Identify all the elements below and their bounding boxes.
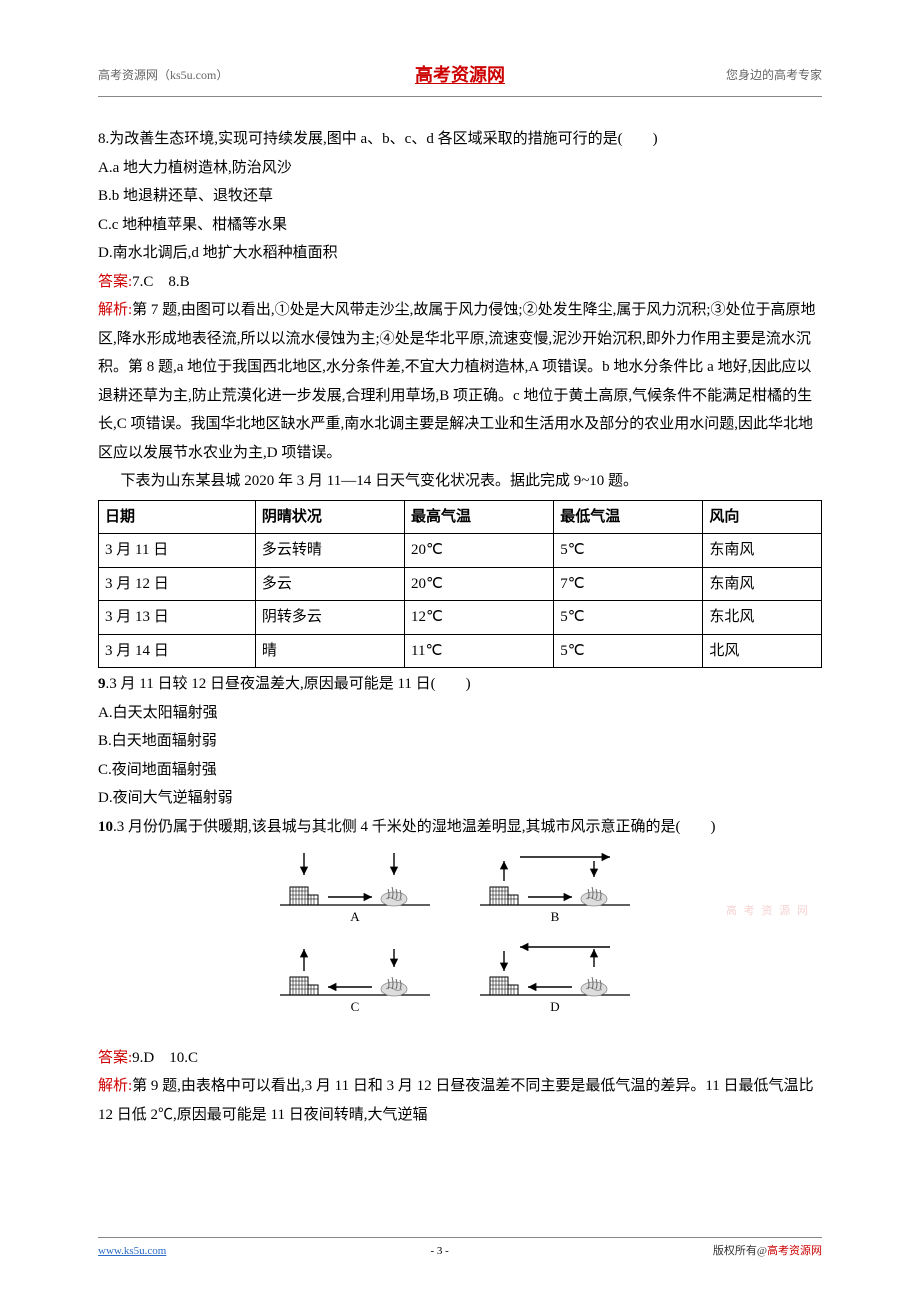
header-right: 您身边的高考专家: [581, 64, 822, 87]
watermark: 高 考 资 源 网: [726, 901, 810, 922]
q8-stem: 8.为改善生态环境,实现可持续发展,图中 a、b、c、d 各区域采取的措施可行的…: [98, 125, 822, 154]
table-row: 3 月 13 日阴转多云12℃5℃东北风: [99, 601, 822, 635]
q10-stem-text: .3 月份仍属于供暖期,该县城与其北侧 4 千米处的湿地温差明显,其城市风示意正…: [113, 819, 716, 835]
table-cell: 晴: [255, 634, 404, 668]
analysis-7-8: 解析:第 7 题,由图可以看出,①处是大风带走沙尘,故属于风力侵蚀;②处发生降尘…: [98, 296, 822, 467]
table-cell: 20℃: [405, 534, 554, 568]
header-left: 高考资源网（ks5u.com）: [98, 64, 339, 87]
table-cell: 东北风: [703, 601, 822, 635]
table-cell: 3 月 14 日: [99, 634, 256, 668]
table-cell: 东南风: [703, 567, 822, 601]
table-header-cell: 最低气温: [554, 500, 703, 534]
panel-a: A: [280, 853, 430, 924]
svg-text:B: B: [551, 909, 560, 924]
q9-option-b: B.白天地面辐射弱: [98, 727, 822, 756]
table-cell: 5℃: [554, 534, 703, 568]
table-row: 3 月 12 日多云20℃7℃东南风: [99, 567, 822, 601]
q9-option-d: D.夜间大气逆辐射弱: [98, 784, 822, 813]
footer-url: www.ks5u.com: [98, 1241, 166, 1262]
table-header-cell: 最高气温: [405, 500, 554, 534]
table-intro: 下表为山东某县城 2020 年 3 月 11—14 日天气变化状况表。据此完成 …: [98, 467, 822, 496]
page-footer: www.ks5u.com - 3 - 版权所有@高考资源网: [98, 1237, 822, 1262]
svg-text:A: A: [350, 909, 360, 924]
answers-7-8: 答案:7.C 8.B: [98, 268, 822, 297]
q8-option-b: B.b 地退耕还草、退牧还草: [98, 182, 822, 211]
table-header-row: 日期阴晴状况最高气温最低气温风向: [99, 500, 822, 534]
analysis-label: 解析:: [98, 302, 132, 318]
q9-option-c: C.夜间地面辐射强: [98, 756, 822, 785]
table-header-cell: 日期: [99, 500, 256, 534]
answers-9-10: 答案:9.D 10.C: [98, 1044, 822, 1073]
table-cell: 3 月 12 日: [99, 567, 256, 601]
table-cell: 东南风: [703, 534, 822, 568]
table-cell: 多云: [255, 567, 404, 601]
panel-c: C: [280, 949, 430, 1014]
answer-label: 答案:: [98, 1050, 132, 1066]
q8-option-c: C.c 地种植苹果、柑橘等水果: [98, 211, 822, 240]
content: 8.为改善生态环境,实现可持续发展,图中 a、b、c、d 各区域采取的措施可行的…: [98, 125, 822, 1129]
q9-option-a: A.白天太阳辐射强: [98, 699, 822, 728]
table-header-cell: 风向: [703, 500, 822, 534]
wind-diagram: A B: [98, 847, 822, 1038]
weather-table: 日期阴晴状况最高气温最低气温风向 3 月 11 日多云转晴20℃5℃东南风3 月…: [98, 500, 822, 669]
q10-stem: 10.3 月份仍属于供暖期,该县城与其北侧 4 千米处的湿地温差明显,其城市风示…: [98, 813, 822, 842]
table-cell: 3 月 13 日: [99, 601, 256, 635]
table-cell: 5℃: [554, 634, 703, 668]
panel-d: D: [480, 947, 630, 1014]
header-center: 高考资源网: [339, 58, 580, 92]
table-cell: 5℃: [554, 601, 703, 635]
table-cell: 3 月 11 日: [99, 534, 256, 568]
q9-stem-text: .3 月 11 日较 12 日昼夜温差大,原因最可能是 11 日( ): [106, 676, 471, 692]
analysis-9-10: 解析:第 9 题,由表格中可以看出,3 月 11 日和 3 月 12 日昼夜温差…: [98, 1072, 822, 1129]
diagram-svg: A B: [250, 847, 670, 1027]
table-cell: 11℃: [405, 634, 554, 668]
analysis-label: 解析:: [98, 1078, 132, 1094]
svg-text:D: D: [550, 999, 559, 1014]
table-row: 3 月 11 日多云转晴20℃5℃东南风: [99, 534, 822, 568]
q9-stem: 9.3 月 11 日较 12 日昼夜温差大,原因最可能是 11 日( ): [98, 670, 822, 699]
footer-copyright: 版权所有@高考资源网: [713, 1241, 822, 1262]
footer-page-num: - 3 -: [166, 1241, 713, 1262]
table-cell: 阴转多云: [255, 601, 404, 635]
table-cell: 多云转晴: [255, 534, 404, 568]
q8-option-a: A.a 地大力植树造林,防治风沙: [98, 154, 822, 183]
table-cell: 7℃: [554, 567, 703, 601]
table-row: 3 月 14 日晴11℃5℃北风: [99, 634, 822, 668]
page-header: 高考资源网（ks5u.com） 高考资源网 您身边的高考专家: [98, 58, 822, 97]
table-cell: 20℃: [405, 567, 554, 601]
svg-text:C: C: [351, 999, 360, 1014]
table-cell: 北风: [703, 634, 822, 668]
table-header-cell: 阴晴状况: [255, 500, 404, 534]
panel-b: B: [480, 857, 630, 924]
answer-label: 答案:: [98, 274, 132, 290]
table-cell: 12℃: [405, 601, 554, 635]
q8-option-d: D.南水北调后,d 地扩大水稻种植面积: [98, 239, 822, 268]
